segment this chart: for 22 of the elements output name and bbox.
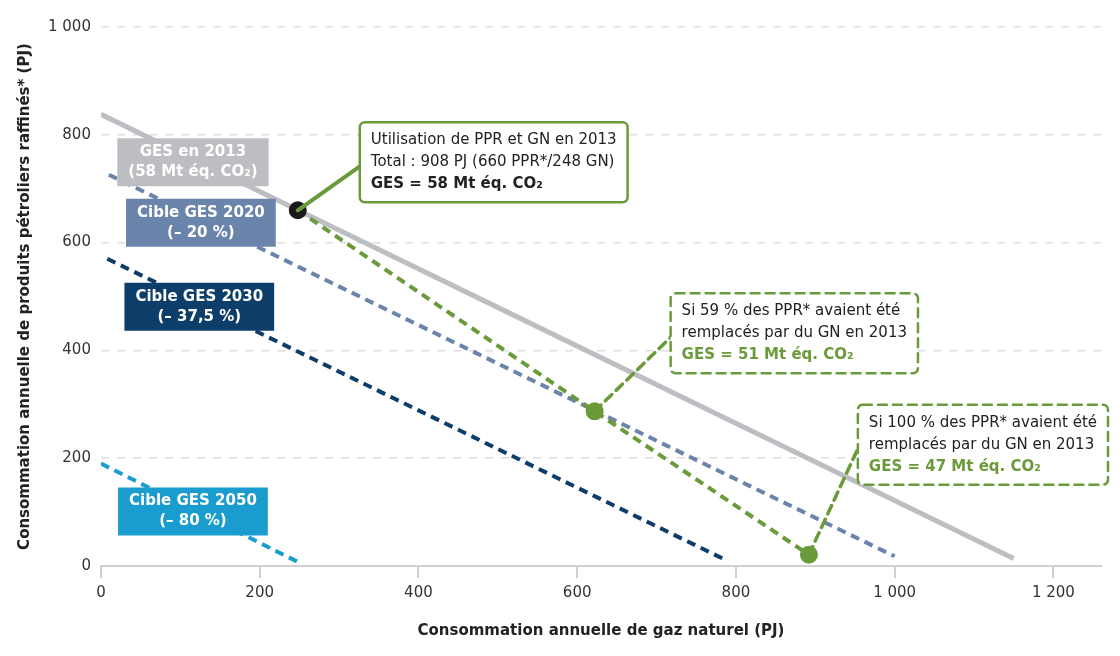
y-tick-label: 0 xyxy=(81,555,91,574)
series-label: Cible GES 2020 (– 20 %) xyxy=(137,202,265,241)
x-axis-title: Consommation annuelle de gaz naturel (PJ) xyxy=(417,620,785,639)
y-tick-label: 600 xyxy=(62,232,91,251)
annotation: Si 100 % des PPR* avaient été remplacés par du GN en 2013 GES = 47 Mt éq. CO₂ xyxy=(868,412,1098,475)
y-tick-label: 1 000 xyxy=(47,16,91,35)
y-tick-label: 400 xyxy=(62,340,91,359)
y-axis-title: Consommation annuelle de produits pétroliers raffinés* (PJ) xyxy=(14,43,33,550)
x-tick-label: 1 000 xyxy=(873,582,917,601)
y-tick-label: 200 xyxy=(62,448,91,467)
series-label: Cible GES 2050 (– 80 %) xyxy=(129,491,257,530)
x-tick-label: 600 xyxy=(562,582,592,601)
x-tick-label: 400 xyxy=(404,582,433,601)
x-tick-label: 1 200 xyxy=(1031,582,1075,601)
series-label: GES en 2013 (58 Mt éq. CO₂) xyxy=(128,142,258,181)
x-tick-label: 0 xyxy=(96,582,106,601)
series-label: Cible GES 2030 (– 37,5 %) xyxy=(135,286,264,325)
x-tick-label: 200 xyxy=(245,582,274,601)
annotation: Si 59 % des PPR* avaient été remplacés par du GN en 2013 GES = 51 Mt éq. CO₂ xyxy=(681,301,907,364)
annotation: Utilisation de PPR et GN en 2013 Total : 908 PJ (660 PPR*/248 GN) GES = 58 Mt éq. CO₂ xyxy=(369,130,617,193)
x-tick-label: 800 xyxy=(721,582,751,601)
y-tick-label: 800 xyxy=(62,124,91,143)
